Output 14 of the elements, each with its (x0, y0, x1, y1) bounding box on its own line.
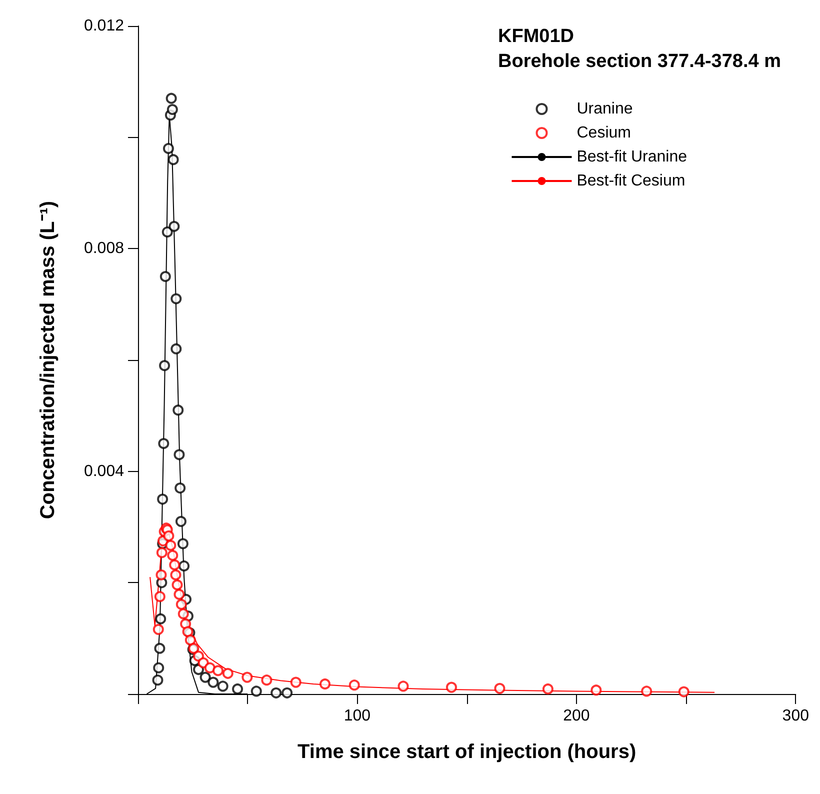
y-tick-label: 0.012 (84, 18, 124, 34)
x-tick-label: 300 (782, 708, 810, 724)
y-tick-label: 0.004 (84, 462, 124, 480)
legend-label: Cesium (576, 124, 631, 142)
legend-label: Best-fit Cesium (576, 172, 686, 190)
y-tick-label: 0.008 (84, 240, 124, 258)
x-axis-title: Time since start of injection (hours) (298, 741, 636, 763)
legend-label: Uranine (576, 100, 633, 118)
x-tick-label: 200 (563, 708, 590, 724)
text: Borehole section 377.4-378.4 m (498, 51, 781, 72)
x-tick-label: 100 (344, 708, 371, 724)
legend-label: Best-fit Uranine (576, 148, 688, 166)
y-axis-title: Concentration/injected mass (L⁻¹) (37, 200, 59, 520)
chart-title: KFM01D (498, 26, 574, 47)
